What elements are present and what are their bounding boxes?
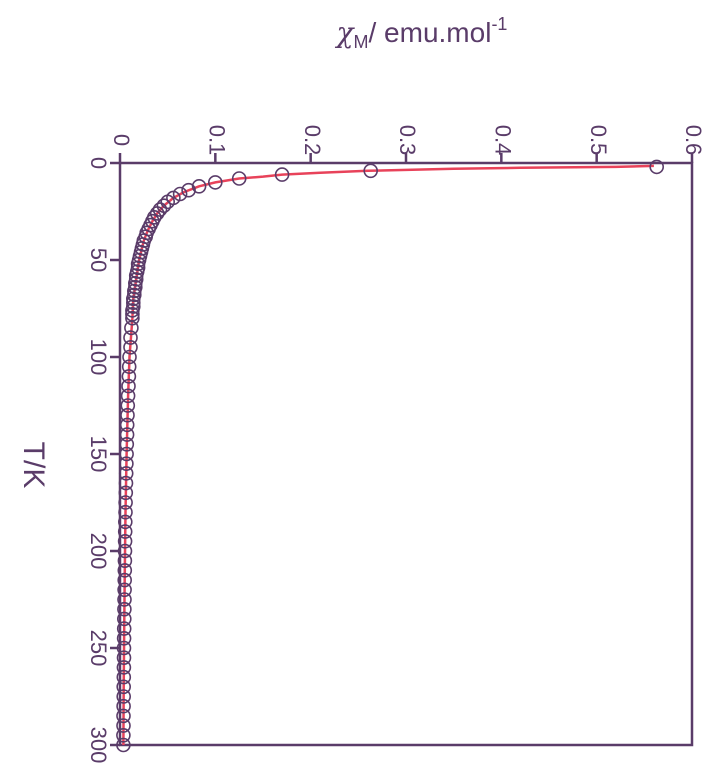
y-tick-label: 0.4	[491, 125, 516, 156]
data-point	[118, 514, 133, 530]
data-point	[116, 718, 131, 733]
x-tick-label: 0	[86, 157, 111, 169]
data-point	[116, 689, 131, 704]
data-point	[231, 171, 247, 186]
data-point	[117, 553, 133, 569]
x-tick-label: 150	[86, 436, 111, 473]
data-point	[208, 175, 223, 190]
data-point	[116, 621, 132, 636]
data-point	[125, 310, 140, 326]
y-tick-label: 0.6	[681, 125, 706, 156]
data-point	[363, 163, 379, 179]
data-point	[123, 330, 138, 345]
data-point	[120, 388, 136, 404]
x-tick-label: 250	[86, 630, 111, 667]
data-point	[122, 349, 137, 365]
data-point	[118, 485, 134, 501]
data-point	[116, 679, 131, 695]
data-point	[123, 339, 138, 355]
data-point	[117, 582, 132, 598]
y-tick-label: 0.5	[586, 125, 611, 156]
data-point	[649, 159, 665, 175]
data-point	[116, 669, 132, 685]
data-point	[117, 524, 133, 539]
x-tick-label: 200	[86, 533, 111, 570]
data-point	[124, 320, 139, 336]
data-point	[121, 378, 136, 394]
data-point	[116, 727, 131, 743]
y-tick-label: 0.3	[395, 125, 420, 156]
y-tick-label: 0	[109, 134, 134, 146]
data-point	[117, 563, 133, 578]
data-point	[120, 407, 135, 423]
data-point	[128, 268, 144, 283]
x-tick-label: 300	[86, 727, 111, 764]
x-axis-title: T/K	[17, 442, 50, 489]
data-point	[274, 167, 290, 182]
data-point	[117, 572, 132, 588]
data-point	[119, 417, 135, 433]
data-point	[117, 533, 133, 549]
data-point	[117, 543, 133, 559]
data-point	[160, 194, 175, 210]
x-tick-label: 100	[86, 339, 111, 376]
data-point	[118, 504, 133, 520]
data-point	[117, 592, 132, 607]
data-point	[181, 182, 196, 198]
data-point	[121, 359, 137, 375]
data-point	[191, 179, 207, 194]
data-point	[117, 611, 132, 627]
data-point	[117, 601, 132, 617]
data-point	[118, 475, 134, 491]
data-point	[116, 698, 131, 714]
data-point	[116, 660, 132, 675]
data-point	[120, 398, 136, 413]
data-point	[128, 275, 143, 291]
data-point	[118, 495, 133, 510]
x-tick-label: 50	[86, 248, 111, 272]
data-point	[116, 630, 132, 646]
plot-frame	[118, 161, 694, 747]
data-point	[116, 650, 132, 666]
data-point	[130, 256, 146, 272]
y-tick-label: 0.1	[205, 125, 230, 156]
data-point	[149, 206, 165, 221]
data-point	[116, 708, 131, 724]
data-point	[116, 737, 131, 753]
fit-line	[122, 164, 654, 746]
data-point	[116, 640, 132, 656]
data-point	[118, 466, 134, 481]
data-point	[119, 427, 135, 442]
y-tick-label: 0.2	[300, 125, 325, 156]
data-point	[119, 456, 134, 472]
data-point	[119, 446, 134, 462]
data-point	[119, 436, 135, 452]
data-point	[126, 295, 141, 311]
data-point	[126, 291, 141, 307]
data-point	[121, 369, 137, 384]
data-point	[127, 283, 142, 299]
data-point	[125, 303, 140, 318]
y-axis-title: χM/ emu.mol-1	[335, 14, 508, 52]
